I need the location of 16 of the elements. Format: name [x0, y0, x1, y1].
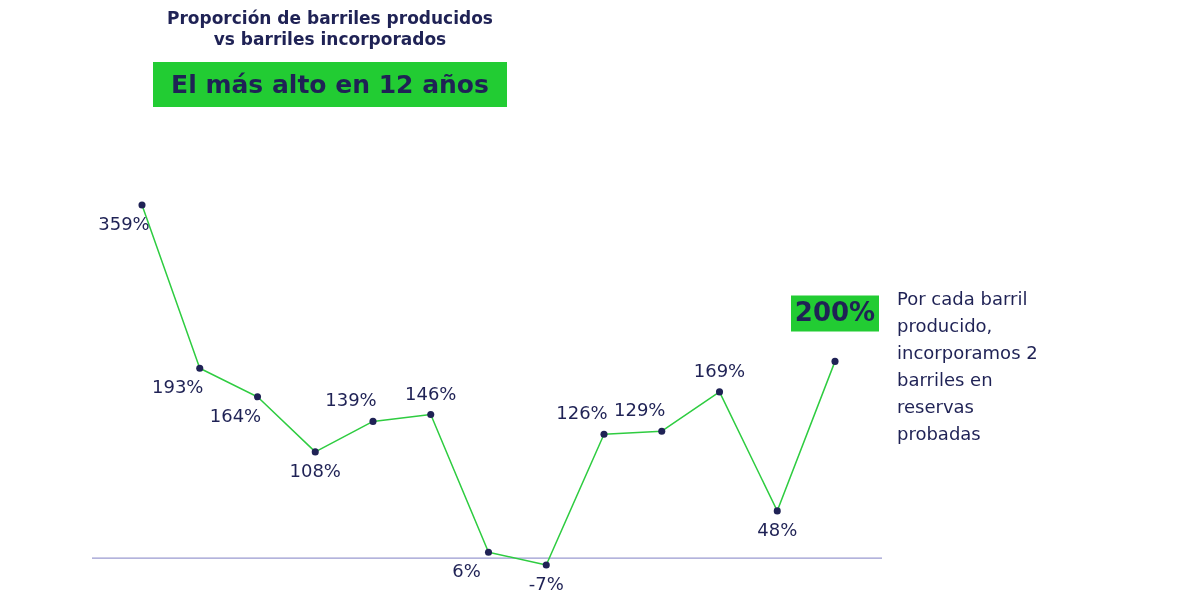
data-label: 200% — [794, 297, 876, 328]
data-label: 169% — [693, 359, 746, 381]
data-label: 108% — [289, 459, 341, 481]
data-label: 193% — [152, 376, 204, 398]
data-label: 146% — [405, 382, 457, 404]
data-label: 359% — [98, 213, 150, 234]
data-label: 129% — [614, 399, 666, 421]
chart-title: Proporción de barriles producidos vs barriles incorporados — [166, 8, 494, 50]
data-label: 126% — [556, 402, 608, 424]
data-label: -7% — [528, 573, 564, 594]
data-label: 48% — [757, 518, 798, 540]
text: Por cada barril producido, incorporamos 2 barriles en reservas probadas — [897, 288, 1038, 445]
data-label: 6% — [452, 560, 481, 582]
highlight-box: El más alto en 12 años — [153, 62, 507, 107]
data-label: 139% — [325, 389, 377, 411]
data-label: 164% — [209, 404, 262, 426]
